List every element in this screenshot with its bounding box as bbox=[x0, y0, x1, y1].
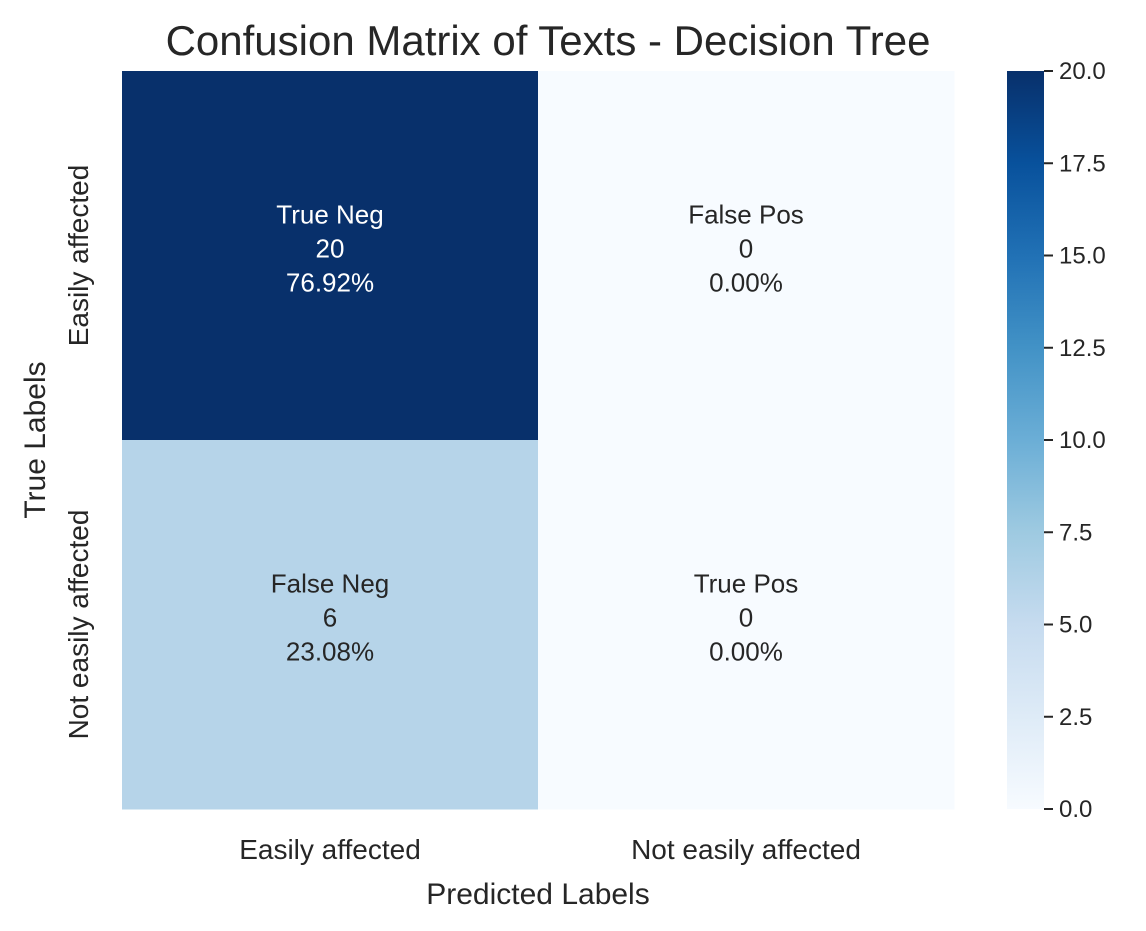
y-tick-label: Not easily affected bbox=[63, 510, 94, 740]
cell-label-percent: 23.08% bbox=[286, 637, 374, 667]
y-tick-labels: Easily affected Not easily affected bbox=[63, 165, 94, 740]
colorbar: 0.0 2.5 5.0 7.5 10.0 12.5 15.0 17.5 20.0 bbox=[1007, 58, 1106, 823]
colorbar-gradient bbox=[1007, 71, 1044, 809]
cell-label-name: True Neg bbox=[276, 200, 383, 230]
cell-label-name: True Pos bbox=[694, 569, 799, 599]
heatmap-cell bbox=[122, 440, 539, 810]
cell-label-count: 6 bbox=[323, 603, 337, 633]
y-tick-label: Easily affected bbox=[63, 165, 94, 347]
colorbar-tick-label: 10.0 bbox=[1059, 427, 1106, 454]
colorbar-tick-label: 20.0 bbox=[1059, 58, 1106, 85]
cell-label-percent: 0.00% bbox=[709, 637, 783, 667]
heatmap-cell bbox=[122, 71, 539, 441]
colorbar-tick-label: 12.5 bbox=[1059, 335, 1106, 362]
x-tick-labels: Easily affected Not easily affected bbox=[239, 834, 861, 865]
colorbar-tick-label: 15.0 bbox=[1059, 243, 1106, 270]
cell-label-count: 0 bbox=[739, 603, 753, 633]
colorbar-ticks: 0.0 2.5 5.0 7.5 10.0 12.5 15.0 17.5 20.0 bbox=[1044, 58, 1106, 823]
x-tick-label: Not easily affected bbox=[631, 834, 861, 865]
colorbar-tick-label: 2.5 bbox=[1059, 704, 1092, 731]
heatmap-cells: True Neg 20 76.92% False Pos 0 0.00% False Neg… bbox=[122, 71, 955, 810]
heatmap-cell bbox=[538, 440, 955, 810]
cell-label-percent: 0.00% bbox=[709, 268, 783, 298]
colorbar-tick-label: 0.0 bbox=[1059, 796, 1092, 823]
colorbar-tick-label: 7.5 bbox=[1059, 519, 1092, 546]
chart-title: Confusion Matrix of Texts - Decision Tre… bbox=[166, 17, 931, 64]
colorbar-tick-label: 17.5 bbox=[1059, 150, 1106, 177]
cell-label-count: 0 bbox=[739, 234, 753, 264]
cell-label-count: 20 bbox=[316, 234, 345, 264]
y-axis-label: True Labels bbox=[19, 361, 52, 518]
cell-label-percent: 76.92% bbox=[286, 268, 374, 298]
cell-label-name: False Neg bbox=[271, 569, 390, 599]
x-tick-label: Easily affected bbox=[239, 834, 421, 865]
cell-label-name: False Pos bbox=[688, 200, 804, 230]
heatmap-cell bbox=[538, 71, 955, 441]
colorbar-tick-label: 5.0 bbox=[1059, 612, 1092, 639]
x-axis-label: Predicted Labels bbox=[426, 878, 649, 911]
